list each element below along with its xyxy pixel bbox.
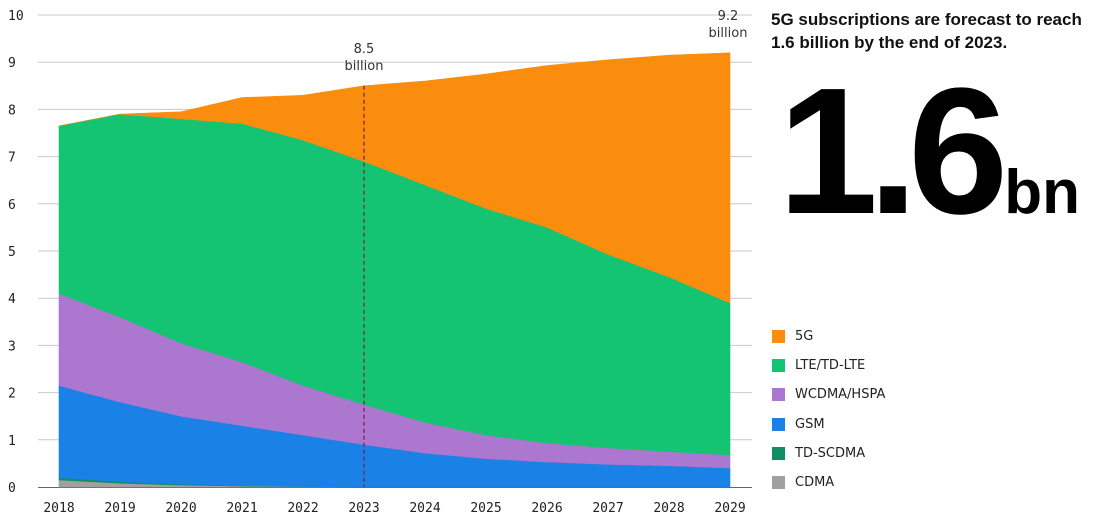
y-tick-label: 2 (8, 387, 16, 402)
annotation-unit: billion (345, 59, 384, 74)
legend-label: WCDMA/HSPA (795, 387, 886, 403)
legend-label: TD-SCDMA (795, 445, 866, 461)
y-tick-label: 4 (8, 292, 16, 307)
area-5g (58, 52, 731, 304)
x-tick-label: 2029 (714, 501, 745, 516)
legend-item-td-scdma: TD-SCDMA (772, 439, 885, 468)
x-tick-label: 2025 (470, 501, 501, 516)
y-tick-label: 5 (8, 245, 16, 260)
y-tick-label: 6 (8, 198, 16, 213)
big-number: 1.6bn (778, 62, 1080, 242)
legend-label: LTE/TD-LTE (795, 358, 866, 374)
x-tick-label: 2022 (287, 501, 318, 516)
x-tick-label: 2019 (104, 501, 135, 516)
big-number-unit: bn (1004, 158, 1080, 227)
legend-swatch (772, 446, 785, 460)
x-tick-label: 2027 (592, 501, 623, 516)
legend-item-wcdma-hspa: WCDMA/HSPA (772, 380, 885, 409)
x-tick-label: 2024 (409, 501, 440, 516)
y-tick-label: 3 (8, 339, 16, 354)
annotation-value: 9.2 (718, 9, 739, 24)
y-tick-label: 10 (8, 9, 24, 24)
big-number-value: 1.6 (778, 51, 1008, 252)
legend-item-lte-td-lte: LTE/TD-LTE (772, 351, 885, 380)
stacked-area-chart: 0 1 2 3 4 5 6 7 8 9 10 2018 2019 2020 2021 2022 2023 202… (8, 9, 752, 516)
y-tick-label: 0 (8, 481, 16, 496)
legend-swatch (772, 359, 785, 373)
legend-item-5g: 5G (772, 322, 885, 351)
legend-item-gsm: GSM (772, 410, 885, 439)
annotation-value: 8.5 (354, 42, 375, 57)
legend-swatch (772, 388, 785, 402)
x-tick-label: 2028 (653, 501, 684, 516)
x-tick-label: 2026 (531, 501, 562, 516)
x-tick-label: 2020 (165, 501, 196, 516)
legend: 5G LTE/TD-LTE WCDMA/HSPA GSM TD-SCDMA CDMA (772, 322, 885, 497)
legend-label: GSM (795, 416, 825, 432)
legend-item-cdma: CDMA (772, 468, 885, 497)
legend-swatch (772, 330, 785, 344)
y-tick-label: 9 (8, 56, 16, 71)
x-tick-label: 2018 (43, 501, 74, 516)
legend-label: 5G (795, 329, 814, 345)
y-tick-label: 7 (8, 151, 16, 166)
legend-swatch (772, 476, 785, 490)
annotation-unit: billion (709, 26, 748, 41)
x-tick-label: 2023 (348, 501, 379, 516)
legend-swatch (772, 417, 785, 431)
headline-text: 5G subscriptions are forecast to reach 1… (771, 10, 1082, 52)
legend-label: CDMA (795, 475, 835, 491)
y-tick-label: 1 (8, 434, 16, 449)
x-tick-label: 2021 (226, 501, 257, 516)
y-tick-label: 8 (8, 103, 16, 118)
